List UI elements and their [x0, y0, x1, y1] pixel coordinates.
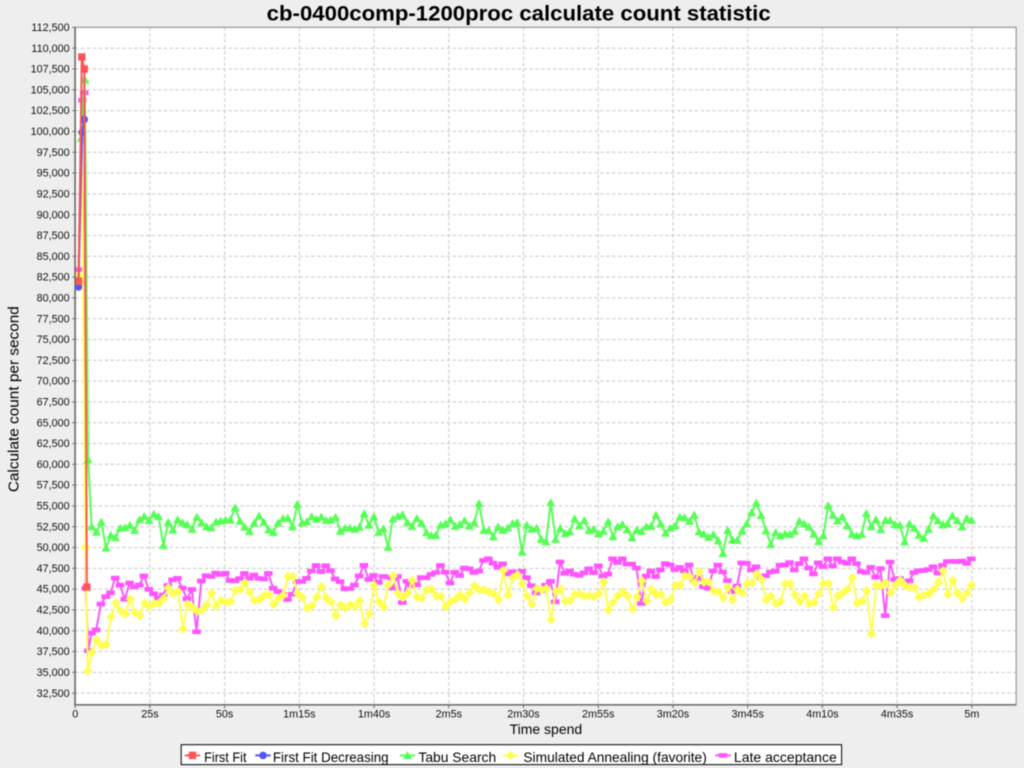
svg-text:1m15s: 1m15s: [283, 709, 316, 721]
svg-text:80,000: 80,000: [37, 292, 70, 304]
svg-text:2m55s: 2m55s: [582, 709, 615, 721]
svg-text:3m20s: 3m20s: [657, 709, 690, 721]
svg-text:Simulated Annealing (favorite): Simulated Annealing (favorite): [523, 749, 706, 765]
svg-text:77,500: 77,500: [37, 313, 70, 325]
svg-text:102,500: 102,500: [31, 105, 70, 117]
svg-text:37,500: 37,500: [37, 646, 70, 658]
svg-text:4m10s: 4m10s: [806, 709, 839, 721]
svg-text:62,500: 62,500: [37, 438, 70, 450]
svg-text:0: 0: [72, 709, 78, 721]
svg-text:Time spend: Time spend: [510, 721, 583, 737]
svg-text:1m40s: 1m40s: [358, 709, 391, 721]
svg-text:87,500: 87,500: [37, 230, 70, 242]
svg-text:First Fit Decreasing: First Fit Decreasing: [273, 749, 389, 765]
svg-text:35,000: 35,000: [37, 667, 70, 679]
svg-text:Tabu Search: Tabu Search: [418, 749, 496, 765]
svg-text:55,000: 55,000: [37, 501, 70, 513]
svg-text:40,000: 40,000: [37, 625, 70, 637]
svg-text:2m30s: 2m30s: [507, 709, 540, 721]
svg-text:5m: 5m: [964, 709, 979, 721]
svg-text:75,000: 75,000: [37, 334, 70, 346]
svg-text:3m45s: 3m45s: [731, 709, 764, 721]
svg-text:50s: 50s: [216, 709, 234, 721]
svg-text:70,000: 70,000: [37, 376, 70, 388]
svg-text:4m35s: 4m35s: [881, 709, 914, 721]
svg-text:90,000: 90,000: [37, 209, 70, 221]
svg-text:82,500: 82,500: [37, 272, 70, 284]
svg-text:72,500: 72,500: [37, 355, 70, 367]
svg-text:60,000: 60,000: [37, 459, 70, 471]
svg-text:25s: 25s: [141, 709, 159, 721]
svg-text:105,000: 105,000: [31, 84, 70, 96]
svg-text:2m5s: 2m5s: [436, 709, 463, 721]
svg-text:95,000: 95,000: [37, 168, 70, 180]
svg-text:32,500: 32,500: [37, 688, 70, 700]
svg-text:First Fit: First Fit: [204, 749, 246, 765]
svg-text:Late acceptance: Late acceptance: [734, 749, 837, 765]
svg-text:50,000: 50,000: [37, 542, 70, 554]
svg-text:57,500: 57,500: [37, 480, 70, 492]
svg-text:45,000: 45,000: [37, 584, 70, 596]
svg-text:cb-0400comp-1200proc calculate: cb-0400comp-1200proc calculate count sta…: [267, 3, 771, 26]
svg-text:47,500: 47,500: [37, 563, 70, 575]
svg-text:100,000: 100,000: [31, 126, 70, 138]
svg-text:Calculate count per second: Calculate count per second: [7, 306, 23, 492]
svg-text:97,500: 97,500: [37, 147, 70, 159]
svg-text:85,000: 85,000: [37, 251, 70, 263]
svg-text:110,000: 110,000: [31, 43, 69, 55]
svg-text:107,500: 107,500: [31, 64, 70, 76]
svg-text:67,500: 67,500: [37, 396, 70, 408]
svg-text:65,000: 65,000: [37, 417, 70, 429]
svg-text:42,500: 42,500: [37, 605, 70, 617]
svg-text:52,500: 52,500: [37, 521, 70, 533]
svg-text:112,500: 112,500: [31, 22, 69, 34]
svg-text:92,500: 92,500: [37, 188, 70, 200]
